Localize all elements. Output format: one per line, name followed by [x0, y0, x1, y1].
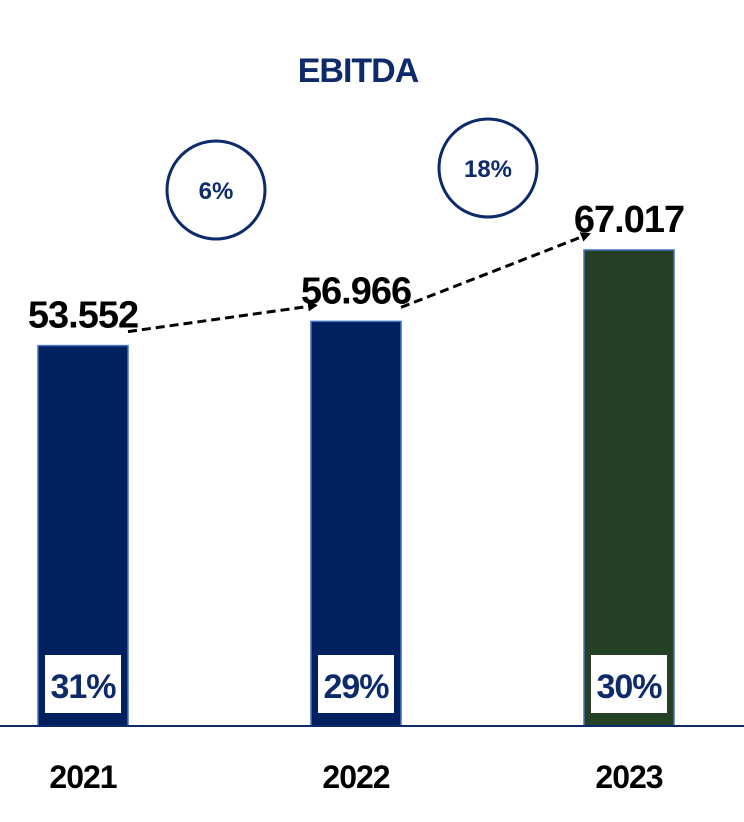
margin-box-2022 [318, 655, 394, 713]
category-label-2021: 2021 [49, 759, 116, 795]
growth-arrow-2021-2022 [127, 301, 318, 334]
chart-title: EBITDA [298, 52, 419, 90]
margin-label-2021: 31% [50, 668, 116, 706]
value-label-2022: 56.966 [301, 270, 411, 312]
margin-box-2021 [45, 655, 121, 713]
growth-label-2022: 6% [199, 178, 234, 205]
category-label-2022: 2022 [322, 759, 389, 795]
growth-arrows-layer: 6% 18% [127, 117, 591, 334]
category-label-2023: 2023 [595, 759, 662, 795]
growth-circle-2022 [165, 139, 267, 241]
growth-circle-2023 [437, 117, 539, 219]
value-label-2023: 67.017 [574, 199, 684, 241]
growth-arrow-2022-2023 [400, 232, 591, 309]
growth-label-2023: 18% [464, 156, 512, 183]
bars-layer: 53.552 31% 2021 56.966 29% 2022 67.017 30% 2023 [28, 199, 685, 795]
bar-2023 [583, 249, 675, 727]
margin-label-2023: 30% [596, 668, 662, 706]
margin-box-2023 [591, 655, 667, 713]
margin-label-2022: 29% [323, 668, 389, 706]
value-label-2021: 53.552 [28, 295, 138, 337]
